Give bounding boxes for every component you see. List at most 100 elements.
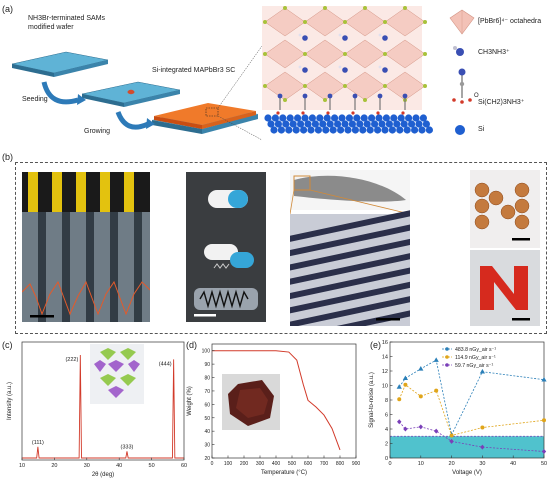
si-icon <box>455 125 465 135</box>
si-substrate <box>264 114 433 134</box>
y-tick-label: 30 <box>204 443 210 449</box>
x-tick-label: 600 <box>304 461 313 467</box>
wafer-label: NH3Br-terminated SAMs modified wafer <box>28 15 106 31</box>
data-point <box>403 426 408 432</box>
y-tick-label: 6 <box>385 413 388 419</box>
si-atom <box>311 120 319 128</box>
peak-label: (333) <box>121 444 134 450</box>
si-atom <box>351 126 359 134</box>
si-atom <box>274 120 282 128</box>
panel-a-schematic <box>11 6 475 141</box>
growing-arrow <box>115 111 150 130</box>
si-atom <box>359 126 367 134</box>
y-tick-label: 14 <box>382 355 388 361</box>
x-tick-label: 500 <box>288 461 297 467</box>
si-atom <box>282 120 290 128</box>
x-tick-label: 0 <box>388 461 391 467</box>
crystal-photo-inset <box>222 374 280 430</box>
si-atom <box>408 120 416 128</box>
si-atom <box>267 120 275 128</box>
data-point <box>449 438 454 444</box>
scale-bar <box>30 315 54 318</box>
y-tick-label: 40 <box>204 429 210 435</box>
si-atom <box>334 120 342 128</box>
y-tick-label: 4 <box>385 427 388 433</box>
x-axis-label: Temperature (°C) <box>261 470 307 476</box>
zoom-line-2 <box>217 115 263 141</box>
legend-si: Si <box>478 126 485 133</box>
si-atom <box>285 126 293 134</box>
letter-n-image <box>470 170 540 326</box>
panel-c-label: (c) <box>2 340 13 350</box>
legend-marker <box>445 347 449 351</box>
noise-band <box>390 436 544 458</box>
x-tick-label: 50 <box>149 463 155 469</box>
y-tick-label: 16 <box>382 340 388 346</box>
si-atom <box>345 114 353 122</box>
si-atom <box>271 114 279 122</box>
data-point <box>541 376 547 382</box>
si-atom <box>412 114 420 122</box>
sam-linker-icon <box>452 68 472 104</box>
si-atom <box>371 120 379 128</box>
x-axis-label: 2θ (deg) <box>92 472 114 478</box>
si-atom <box>419 114 427 122</box>
si-atom <box>341 120 349 128</box>
si-atom <box>390 114 398 122</box>
si-atom <box>382 114 390 122</box>
data-point <box>397 419 402 425</box>
si-atom <box>279 114 287 122</box>
legend-sam-linker: Si(CH2)3NH3⁺ <box>478 99 525 106</box>
si-atom <box>388 126 396 134</box>
si-atom <box>403 126 411 134</box>
data-point <box>418 366 424 371</box>
si-atom <box>314 126 322 134</box>
si-atom <box>405 114 413 122</box>
si-atom <box>425 126 433 134</box>
methylammonium-icon <box>456 48 464 56</box>
si-atom <box>319 120 327 128</box>
si-atom <box>270 126 278 134</box>
y-tick-label: 0 <box>385 456 388 462</box>
legend-label: 483.8 nGy_air s⁻¹ <box>455 347 496 353</box>
tga-curve <box>212 350 341 451</box>
y-tick-label: 50 <box>204 416 210 422</box>
si-atom <box>297 120 305 128</box>
zoom-line-1 <box>217 45 263 109</box>
y-tick-label: 10 <box>382 384 388 390</box>
si-atom <box>348 120 356 128</box>
data-point <box>479 368 485 374</box>
si-atom <box>375 114 383 122</box>
si-atom <box>344 126 352 134</box>
x-tick-label: 20 <box>51 463 57 469</box>
x-tick-label: 100 <box>224 461 233 467</box>
panel-d-label: (d) <box>186 340 197 350</box>
seed-crystal <box>127 89 135 95</box>
legend-marker <box>445 355 449 359</box>
data-point <box>403 382 408 387</box>
legend-label: 59.7 nGy_air s⁻¹ <box>455 363 493 369</box>
capsule-image <box>186 172 266 322</box>
y-tick-label: 70 <box>204 389 210 395</box>
perovskite-structure <box>262 6 427 115</box>
si-atom <box>294 114 302 122</box>
si-atom <box>304 120 312 128</box>
si-atom <box>360 114 368 122</box>
si-atom <box>308 114 316 122</box>
x-tick-label: 400 <box>272 461 281 467</box>
inset-box <box>293 175 311 191</box>
crystal-top <box>154 103 256 125</box>
plot-frame <box>21 341 185 461</box>
data-point <box>397 397 402 402</box>
si-atom <box>286 114 294 122</box>
si-atom <box>329 126 337 134</box>
si-atom <box>396 126 404 134</box>
data-point <box>402 375 408 381</box>
data-point <box>433 357 439 362</box>
si-atom <box>366 126 374 134</box>
peak-label: (444) <box>159 361 172 367</box>
si-atom <box>418 126 426 134</box>
si-atom <box>337 126 345 134</box>
scale-bar <box>376 318 400 321</box>
crystal-label: Si-integrated MAPbBr3 SC <box>152 67 236 74</box>
